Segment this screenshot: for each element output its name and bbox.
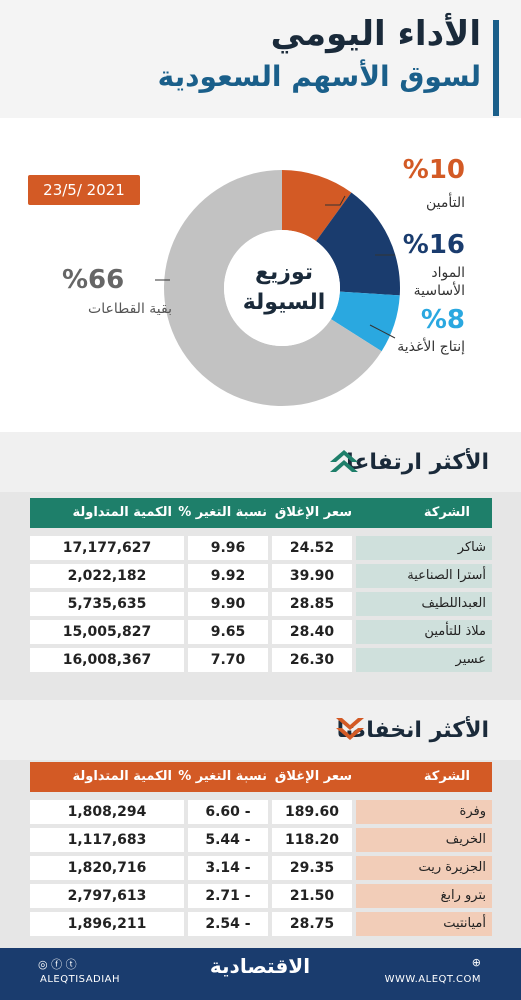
gainers-table-row: أسترا الصناعية 39.90 9.92 2,022,182 [30,564,492,588]
volume-cell: 16,008,367 [30,648,184,672]
close-price-cell: 21.50 [272,884,352,908]
social-icons: ◎ ⓕ ⓣ [38,958,77,971]
donut-slice-food [330,291,400,352]
losers-col-volume: الكمية المتداولة [72,769,173,784]
company-cell: العبداللطيف [356,592,492,616]
volume-cell: 15,005,827 [30,620,184,644]
volume-cell: 1,820,716 [30,856,184,880]
center-label-line2: السيولة [242,290,326,315]
slice-pct-other: %66 [62,265,125,295]
slice-label-food: إنتاج الأغذية [397,339,465,355]
change-pct-cell: 2.54 - [188,912,268,936]
losers-col-close: سعر الإغلاق [274,769,352,784]
gainers-col-change: نسبة التغير % [178,505,267,520]
company-cell: أميانتيت [356,912,492,936]
date-badge: 23/5/ 2021 [28,175,140,205]
company-cell: ملاذ للتأمين [356,620,492,644]
donut-slice-other [164,170,382,407]
change-pct-cell: 6.60 - [188,800,268,824]
close-price-cell: 28.40 [272,620,352,644]
change-pct-cell: 7.70 [188,648,268,672]
title-accent-bar [493,20,499,116]
slice-label-materials-1: المواد [431,265,465,281]
change-pct-cell: 9.96 [188,536,268,560]
donut-chart [155,170,400,407]
losers-table-header: الشركة سعر الإغلاق نسبة التغير % الكمية … [30,762,492,792]
volume-cell: 2,022,182 [30,564,184,588]
losers-table-row: بترو رابغ 21.50 2.71 -2,797,613 [30,884,492,908]
change-pct-cell: 9.92 [188,564,268,588]
donut-slice-insurance [282,170,352,242]
donut-slice-materials [316,192,400,296]
losers-col-company: الشركة [423,769,470,784]
slice-label-materials: المواد الأساسية [414,264,465,300]
down-arrows-icon [336,718,364,740]
losers-table-row: أميانتيت 28.75 2.54 -1,896,211 [30,912,492,936]
gainers-col-company: الشركة [423,505,470,520]
company-cell: شاكر [356,536,492,560]
footer-logo: الاقتصادية [209,954,311,978]
up-arrows-icon [330,450,358,472]
close-price-cell: 28.75 [272,912,352,936]
change-pct-cell: 9.65 [188,620,268,644]
losers-table-row: وفرة 189.60 6.60 -1,808,294 [30,800,492,824]
footer: ◎ ⓕ ⓣ ALEQTISADIAH الاقتصادية ⊕ WWW.ALEQ… [0,948,521,1000]
company-cell: الخريف [356,828,492,852]
close-price-cell: 28.85 [272,592,352,616]
page-title: الأداء اليومي [270,14,481,54]
gainers-table-row: شاكر 24.52 9.96 17,177,627 [30,536,492,560]
losers-header: الأكثر انخفاضا [0,700,521,760]
center-label-line1: توزيع [254,260,313,285]
gainers-header: الأكثر ارتفاعا [0,432,521,492]
volume-cell: 1,808,294 [30,800,184,824]
losers-col-change: نسبة التغير % [178,769,267,784]
donut-hole [224,230,340,346]
close-price-cell: 118.20 [272,828,352,852]
slice-pct-insurance: %10 [402,155,465,185]
globe-icon: ⊕ [471,956,481,969]
footer-social-handle: ALEQTISADIAH [40,974,121,985]
company-cell: وفرة [356,800,492,824]
change-pct-cell: 5.44 - [188,828,268,852]
close-price-cell: 29.35 [272,856,352,880]
change-pct-cell: 9.90 [188,592,268,616]
slice-label-materials-2: الأساسية [413,283,465,299]
company-cell: عسير [356,648,492,672]
gainers-col-close: سعر الإغلاق [274,505,352,520]
company-cell: الجزيرة ريت [356,856,492,880]
slice-pct-food: %8 [420,305,465,335]
volume-cell: 1,896,211 [30,912,184,936]
gainers-table-row: عسير 26.30 7.70 16,008,367 [30,648,492,672]
close-price-cell: 26.30 [272,648,352,672]
slice-label-insurance: التأمين [425,195,465,211]
gainers-table-row: العبداللطيف 28.85 9.90 5,735,635 [30,592,492,616]
losers-table-row: الجزيرة ريت 29.35 3.14 -1,820,716 [30,856,492,880]
volume-cell: 17,177,627 [30,536,184,560]
close-price-cell: 189.60 [272,800,352,824]
volume-cell: 5,735,635 [30,592,184,616]
gainers-table-header: الشركة سعر الإغلاق نسبة التغير % الكمية … [30,498,492,528]
company-cell: بترو رابغ [356,884,492,908]
change-pct-cell: 2.71 - [188,884,268,908]
close-price-cell: 39.90 [272,564,352,588]
slice-pct-materials: %16 [402,230,465,260]
close-price-cell: 24.52 [272,536,352,560]
gainers-col-volume: الكمية المتداولة [72,505,173,520]
losers-title: الأكثر انخفاضا [336,718,489,743]
volume-cell: 2,797,613 [30,884,184,908]
losers-table-row: الخريف 118.20 5.44 -1,117,683 [30,828,492,852]
volume-cell: 1,117,683 [30,828,184,852]
change-pct-cell: 3.14 - [188,856,268,880]
footer-website[interactable]: WWW.ALEQT.COM [384,974,481,985]
slice-label-other: بقية القطاعات [88,301,172,317]
gainers-title: الأكثر ارتفاعا [346,450,489,475]
gainers-table-row: ملاذ للتأمين 28.40 9.65 15,005,827 [30,620,492,644]
page-subtitle: لسوق الأسهم السعودية [157,60,481,93]
company-cell: أسترا الصناعية [356,564,492,588]
donut-center-label: توزيع السيولة [234,258,334,318]
